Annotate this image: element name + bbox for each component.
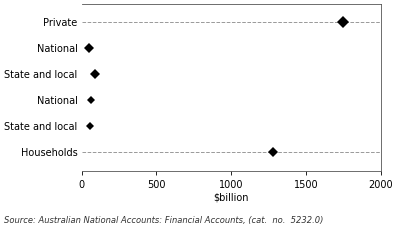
- X-axis label: $billion: $billion: [213, 192, 249, 202]
- Text: Source: Australian National Accounts: Financial Accounts, (cat.  no.  5232.0): Source: Australian National Accounts: Fi…: [4, 216, 323, 225]
